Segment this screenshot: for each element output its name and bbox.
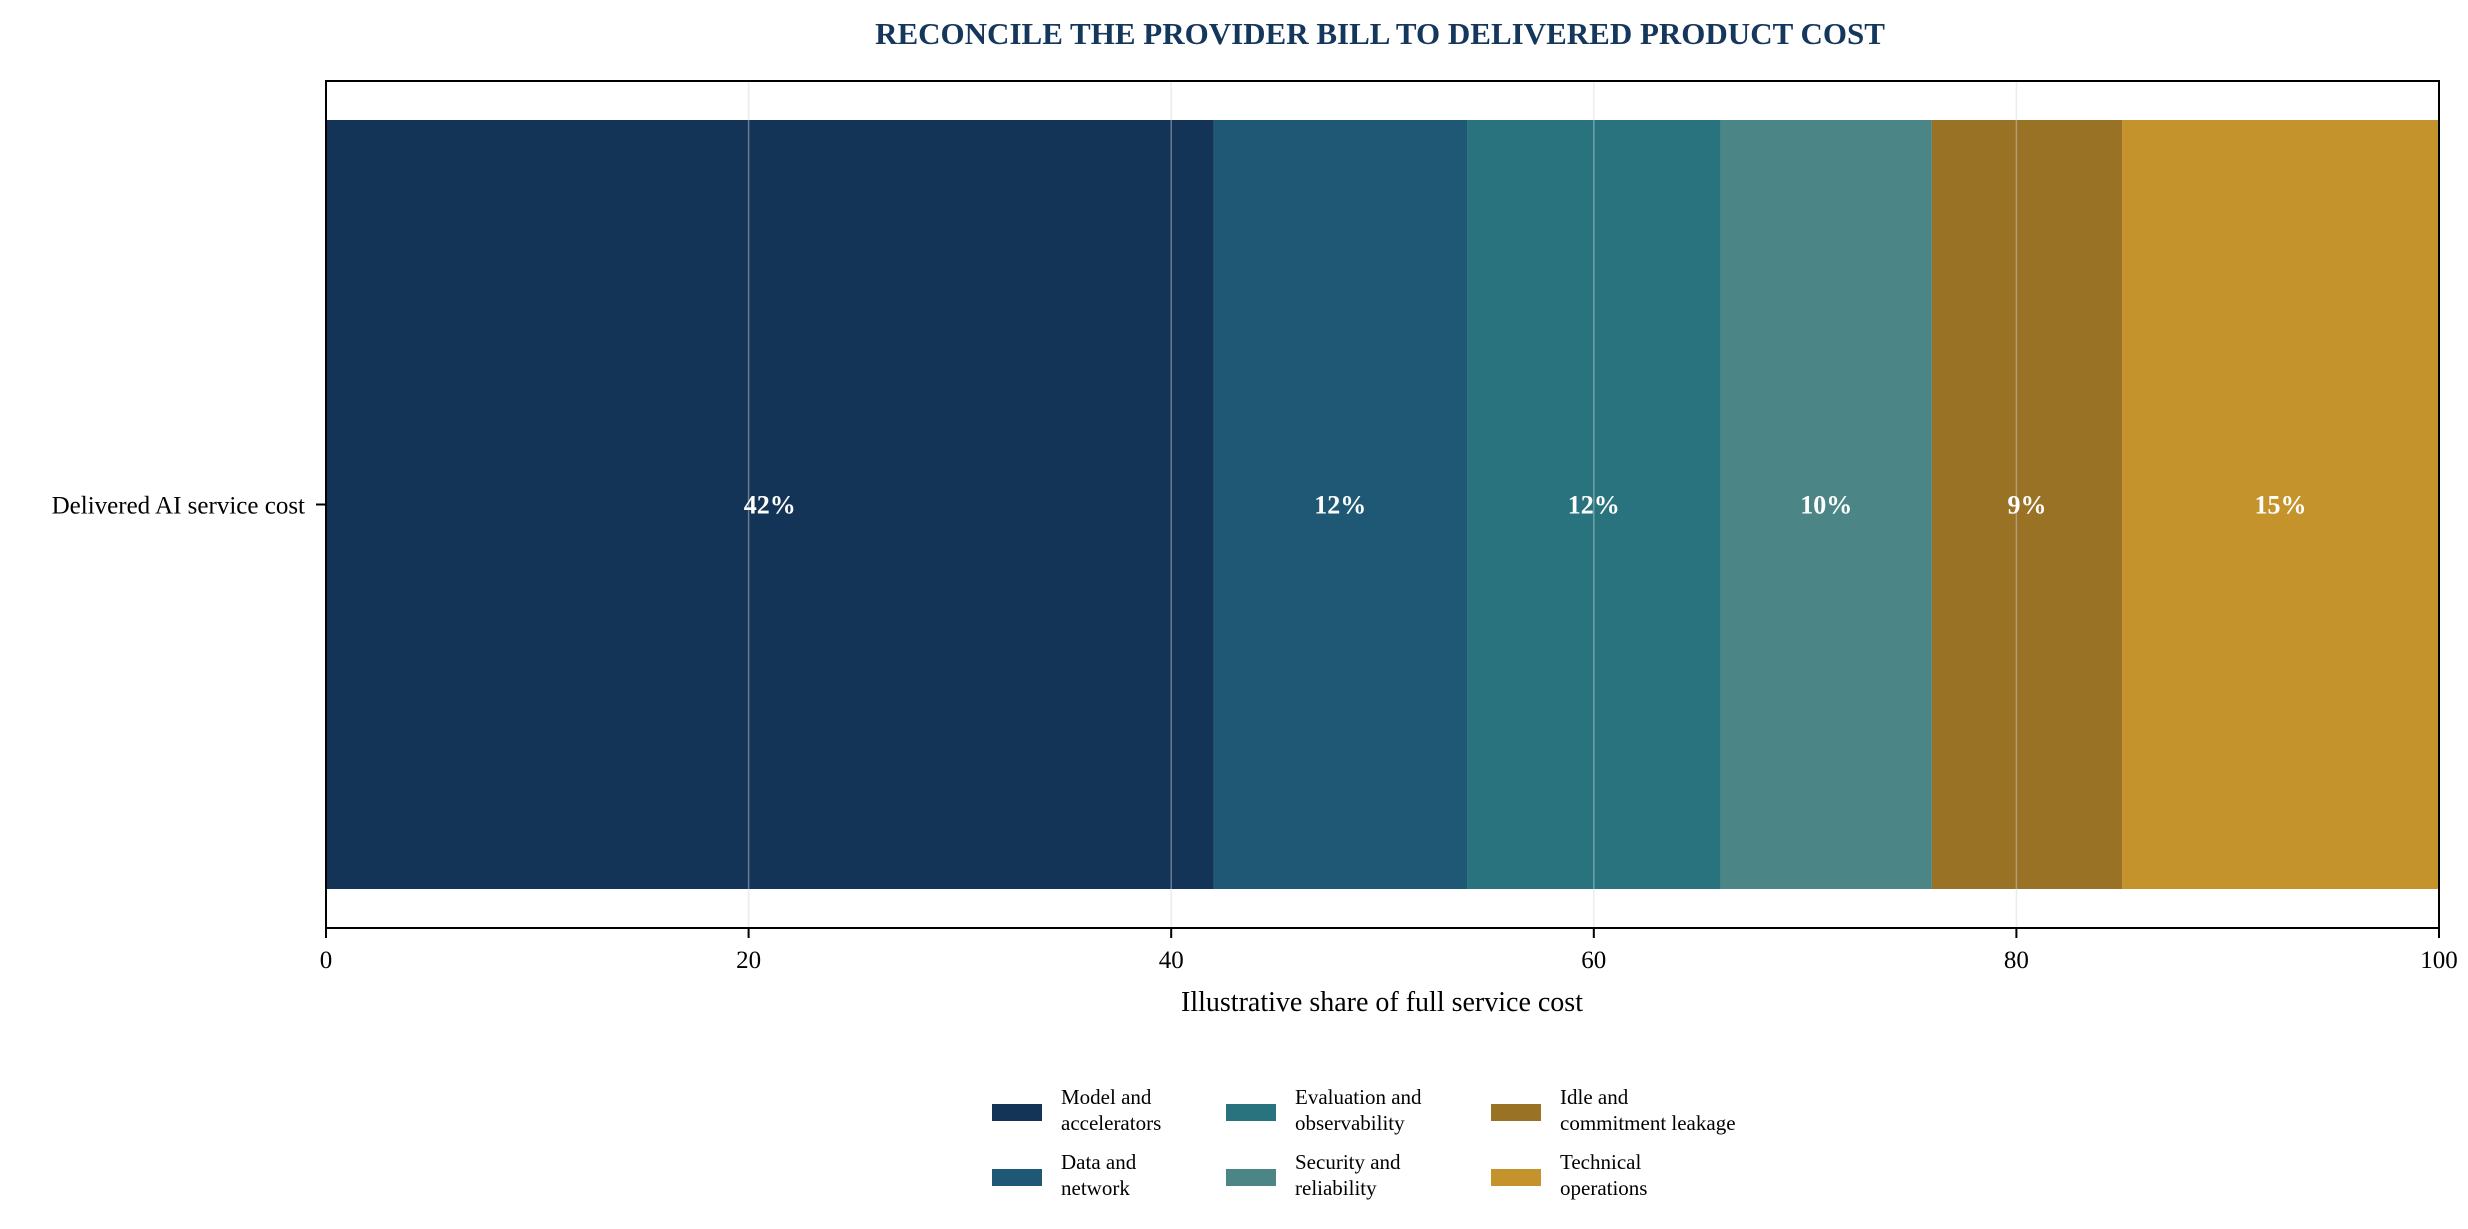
legend-label-3-line-1: reliability	[1295, 1176, 1377, 1200]
segment-value-label-3: 10%	[1800, 491, 1852, 520]
x-tick-label-0: 0	[320, 947, 333, 974]
legend-swatch-1	[992, 1169, 1042, 1186]
bar-segment-5	[2122, 120, 2439, 889]
bar-segment-2	[1467, 120, 1721, 889]
segment-value-label-0: 42%	[744, 491, 796, 520]
legend-label-5-line-0: Technical	[1560, 1150, 1641, 1174]
bar-segment-4	[1931, 120, 2123, 889]
x-tick-label-1: 20	[736, 947, 761, 974]
legend-swatch-4	[1491, 1104, 1541, 1121]
legend-swatch-2	[1226, 1104, 1276, 1121]
legend-label-2-line-0: Evaluation and	[1295, 1085, 1422, 1109]
y-axis: Delivered AI service cost	[52, 493, 326, 520]
segment-value-label-4: 9%	[2007, 491, 2046, 520]
legend-label-3-line-0: Security and	[1295, 1150, 1401, 1174]
legend-swatch-3	[1226, 1169, 1276, 1186]
segment-value-label-1: 12%	[1314, 491, 1366, 520]
x-axis-label: Illustrative share of full service cost	[1181, 987, 1583, 1018]
bar-segment-0	[326, 120, 1214, 889]
bar-segment-1	[1213, 120, 1468, 889]
x-tick-label-5: 100	[2420, 947, 2458, 974]
legend-label-2-line-1: observability	[1295, 1111, 1405, 1135]
bar-segment-3	[1720, 120, 1932, 889]
grid-layer	[747, 81, 2018, 928]
x-tick-label-3: 60	[1581, 947, 1606, 974]
y-category-label-0: Delivered AI service cost	[52, 493, 305, 520]
segment-value-label-2: 12%	[1568, 491, 1620, 520]
legend-label-1-line-1: network	[1061, 1176, 1130, 1200]
x-tick-label-2: 40	[1159, 947, 1184, 974]
legend-label-1-line-0: Data and	[1061, 1150, 1137, 1174]
chart-title: RECONCILE THE PROVIDER BILL TO DELIVERED…	[875, 16, 1885, 51]
legend-swatch-5	[1491, 1169, 1541, 1186]
legend-swatch-0	[992, 1104, 1042, 1121]
x-axis: 0 20 40 60 80 100	[320, 928, 2458, 974]
legend-label-4-line-0: Idle and	[1560, 1085, 1629, 1109]
x-tick-label-4: 80	[2004, 947, 2029, 974]
legend-label-5-line-1: operations	[1560, 1176, 1647, 1200]
legend-label-4-line-1: commitment leakage	[1560, 1111, 1736, 1135]
segment-labels: 42% 12% 12% 10% 9% 15%	[744, 491, 2307, 520]
segment-value-label-5: 15%	[2255, 491, 2307, 520]
legend-label-0-line-1: accelerators	[1061, 1111, 1161, 1135]
bars-layer	[326, 120, 2439, 889]
legend-label-0-line-0: Model and	[1061, 1085, 1152, 1109]
